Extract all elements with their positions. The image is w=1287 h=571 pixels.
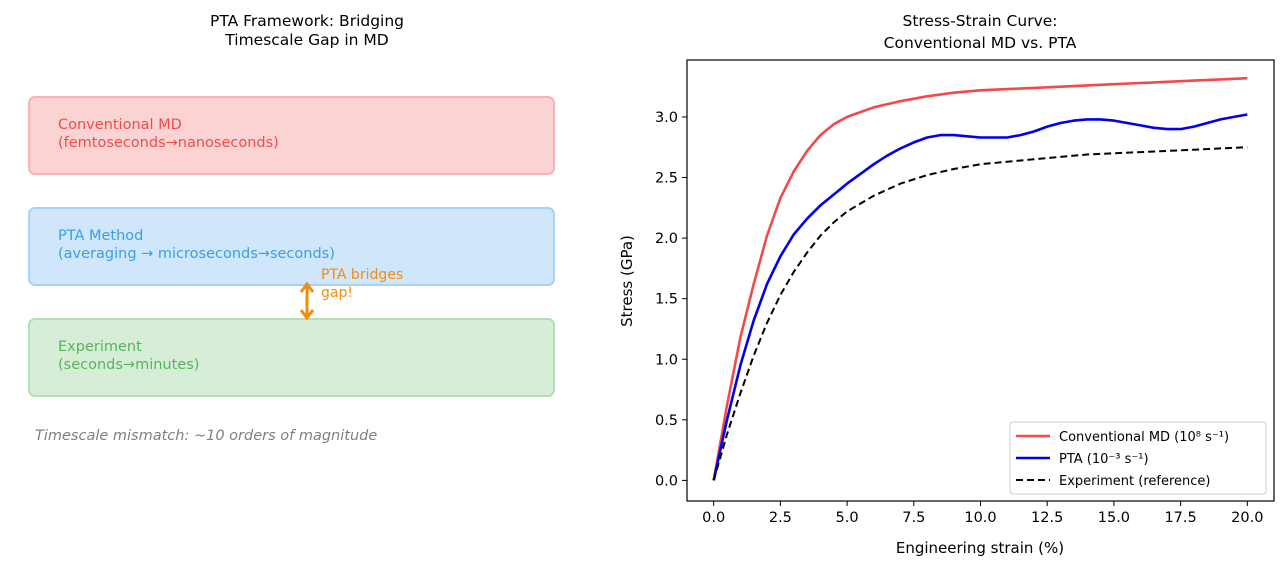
chart-title-line2: Conventional MD vs. PTA (884, 34, 1077, 52)
x-tick-label: 5.0 (836, 510, 859, 526)
timescale-mismatch-note: Timescale mismatch: ~10 orders of magnit… (35, 428, 378, 444)
conventional-md-box: Conventional MD (femtoseconds→nanosecond… (28, 96, 555, 175)
legend-label-0: Conventional MD (10⁸ s⁻¹) (1059, 430, 1229, 445)
y-tick-label: 1.0 (655, 352, 678, 368)
chart-title-line1: Stress-Strain Curve: (902, 12, 1057, 30)
pta-framework-diagram: PTA Framework: Bridging Timescale Gap in… (0, 0, 600, 571)
x-axis-label: Engineering strain (%) (896, 539, 1064, 557)
conventional-md-timescale: (femtoseconds→nanoseconds) (58, 135, 279, 151)
legend-label-2: Experiment (reference) (1059, 474, 1210, 489)
y-tick-label: 0.5 (655, 413, 678, 429)
y-tick-label: 3.0 (655, 110, 678, 126)
diagram-title: PTA Framework: Bridging Timescale Gap in… (209, 12, 405, 49)
x-tick-label: 15.0 (1098, 510, 1130, 526)
stress-strain-chart: Stress-Strain Curve: Conventional MD vs.… (618, 12, 1275, 557)
legend-label-1: PTA (10⁻³ s⁻¹) (1059, 452, 1149, 467)
y-axis-label: Stress (GPa) (618, 235, 636, 327)
pta-method-box: PTA Method (averaging → microseconds→sec… (28, 207, 555, 286)
x-tick-label: 17.5 (1164, 510, 1196, 526)
x-tick-label: 0.0 (702, 510, 725, 526)
x-tick-label: 20.0 (1231, 510, 1263, 526)
bridge-label: PTA bridges gap! (321, 267, 404, 301)
pta-method-timescale: (averaging → microseconds→seconds) (58, 246, 335, 262)
series-line-2 (712, 146, 1248, 481)
series-line-0 (712, 76, 1248, 481)
y-tick-label: 2.0 (655, 231, 678, 247)
experiment-box: Experiment (seconds→minutes) (28, 318, 555, 397)
x-tick-label: 7.5 (902, 510, 925, 526)
experiment-timescale: (seconds→minutes) (58, 357, 200, 373)
double-arrow-icon (299, 281, 315, 321)
pta-method-label: PTA Method (58, 228, 144, 244)
conventional-md-label: Conventional MD (58, 117, 182, 133)
y-tick-label: 1.5 (655, 292, 678, 308)
experiment-label: Experiment (58, 339, 142, 355)
legend-box (1009, 421, 1267, 495)
legend: Conventional MD (10⁸ s⁻¹) PTA (10⁻³ s⁻¹) E… (1009, 421, 1267, 495)
series-line-1 (712, 113, 1248, 481)
x-tick-label: 12.5 (1031, 510, 1063, 526)
x-tick-label: 2.5 (769, 510, 792, 526)
y-tick-label: 0.0 (655, 473, 678, 489)
x-tick-label: 10.0 (964, 510, 996, 526)
y-tick-label: 2.5 (655, 171, 678, 187)
